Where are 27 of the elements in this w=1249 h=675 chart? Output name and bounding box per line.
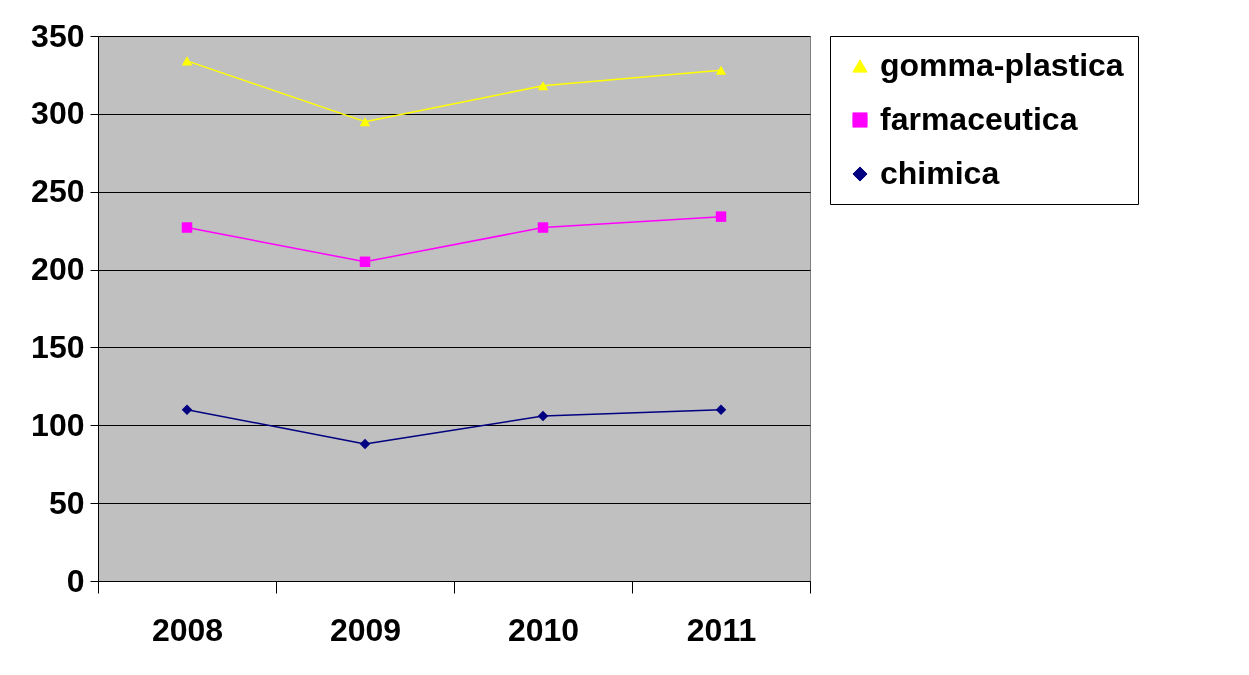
point <box>715 211 727 222</box>
y-tick-label: 200 <box>31 251 85 288</box>
legend-label: farmaceutica <box>880 101 1078 137</box>
legend-label: gomma-plastica <box>880 47 1124 83</box>
point <box>715 65 727 75</box>
y-tick-label: 250 <box>31 173 85 210</box>
point <box>537 81 549 91</box>
point <box>715 404 727 415</box>
y-tick-label: 50 <box>48 484 85 521</box>
x-tick-label: 2008 <box>151 611 224 648</box>
point <box>359 438 371 450</box>
y-tick-label: 300 <box>31 95 85 132</box>
point <box>181 56 193 66</box>
x-tick-label: 2009 <box>329 611 402 648</box>
point <box>359 256 371 268</box>
x-tick-label: 2010 <box>507 611 580 648</box>
point <box>181 222 193 233</box>
y-tick-label: 150 <box>31 328 85 365</box>
point <box>181 404 193 415</box>
y-tick-label: 100 <box>31 406 85 443</box>
y-tick-label: 350 <box>31 17 85 54</box>
y-tick-label: 0 <box>66 562 85 599</box>
point <box>537 410 549 422</box>
point <box>359 117 371 127</box>
x-tick-label: 2011 <box>686 611 757 648</box>
point <box>537 222 549 233</box>
legend-label: chimica <box>880 155 1000 191</box>
